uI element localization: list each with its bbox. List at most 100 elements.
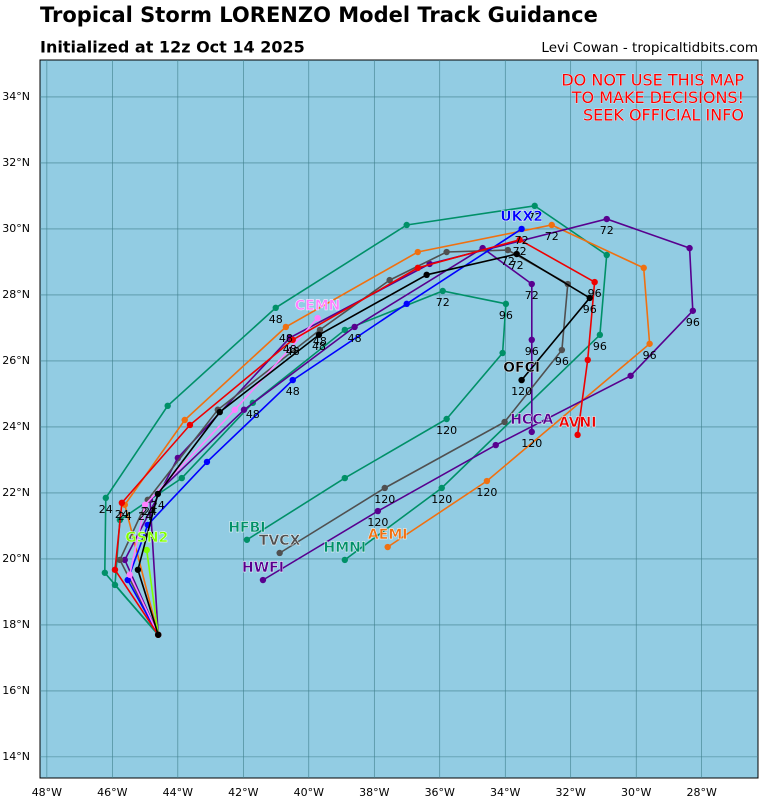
y-tick-label: 30°N [2, 222, 30, 235]
forecast-hour-label: 120 [436, 424, 457, 437]
track-point [504, 246, 512, 254]
model-name: CEMN [295, 298, 341, 314]
x-tick-label: 36°W [425, 786, 455, 799]
track-point [316, 326, 324, 334]
chart-subtitle: Initialized at 12z Oct 14 2025 [40, 38, 305, 57]
forecast-hour-label: 48 [313, 335, 327, 348]
track-point [640, 264, 647, 272]
track-point [124, 576, 131, 584]
track-point [531, 202, 538, 210]
track-point [381, 484, 388, 492]
forecast-hour-label: 96 [643, 349, 657, 362]
forecast-hour-label: 24 [141, 505, 155, 518]
forecast-hour-label: 48 [283, 343, 297, 356]
track-point [443, 415, 450, 423]
forecast-hour-label: 96 [555, 355, 569, 368]
track-point [548, 221, 555, 229]
track-line [123, 224, 651, 635]
y-tick-label: 32°N [2, 156, 30, 169]
track-point [154, 490, 162, 498]
x-tick-label: 48°W [32, 786, 62, 799]
y-tick-label: 26°N [2, 354, 30, 367]
x-tick-label: 34°W [490, 786, 520, 799]
warning-text: TO MAKE DECISIONS! [571, 88, 744, 107]
track-point [502, 300, 510, 308]
track-point [315, 331, 323, 339]
y-tick-label: 20°N [2, 552, 30, 565]
track-point [443, 248, 450, 256]
forecast-hour-label: 96 [583, 303, 597, 316]
track-point [259, 576, 267, 584]
track-point [518, 225, 525, 233]
forecast-hour-label: 120 [367, 516, 388, 529]
forecast-hour-label: 120 [374, 493, 395, 506]
track-point [403, 221, 410, 229]
y-tick-label: 22°N [2, 486, 30, 499]
track-point [111, 566, 119, 573]
labels: 48°W 46°W 44°W 42°W 40°W 38°W 36°W 34°W 32°W 30°W… [2, 70, 744, 799]
track-point [240, 406, 248, 413]
track-point [289, 336, 296, 344]
plot-area [39, 59, 759, 779]
track-point [689, 307, 697, 314]
track-point [603, 251, 610, 259]
track-point [423, 271, 430, 279]
track-point [646, 340, 653, 347]
forecast-hour-label: 24 [115, 508, 129, 521]
forecast-hour-label: 72 [515, 234, 529, 247]
track-point [141, 501, 149, 508]
track-point [102, 494, 110, 502]
forecast-hour-label: 72 [436, 296, 450, 309]
track-point [276, 549, 283, 557]
track-point [154, 631, 162, 638]
track-point [164, 402, 171, 410]
forecast-hour-label: 48 [246, 408, 260, 421]
track-line [114, 238, 596, 636]
forecast-hour-label: 96 [588, 287, 602, 300]
track-point [134, 566, 142, 573]
track-point [111, 581, 119, 589]
warning-text: DO NOT USE THIS MAP [561, 71, 744, 90]
track-point [203, 458, 211, 466]
track-point [686, 244, 693, 252]
x-tick-label: 44°W [163, 786, 193, 799]
forecast-hour-label: 96 [499, 309, 513, 322]
track-point [351, 323, 358, 331]
track-point [231, 406, 239, 413]
x-tick-label: 40°W [294, 786, 324, 799]
forecast-hour-label: 24 [151, 499, 165, 512]
forecast-hour-label: 120 [476, 486, 497, 499]
y-tick-label: 28°N [2, 288, 30, 301]
chart-title: Tropical Storm LORENZO Model Track Guida… [40, 3, 598, 27]
track-point [216, 408, 223, 416]
forecast-hour-label: 48 [269, 313, 283, 326]
track-point [558, 346, 566, 354]
forecast-hour-label: 48 [348, 332, 362, 345]
tracks [101, 202, 697, 638]
forecast-hour-label: 24 [99, 503, 113, 516]
model-name: HFBI [228, 520, 265, 536]
track-point [591, 278, 598, 286]
forecast-hour-label: 48 [312, 340, 326, 353]
track-point [403, 300, 410, 308]
forecast-hour-label: 72 [525, 289, 539, 302]
track-point [528, 280, 535, 288]
forecast-hour-label: 120 [511, 385, 532, 398]
x-tick-label: 32°W [556, 786, 586, 799]
forecast-hour-label: 96 [525, 345, 539, 358]
track-line [145, 549, 159, 635]
model-name: UKX2 [500, 209, 543, 225]
track-line [123, 218, 694, 636]
track-point [439, 287, 446, 295]
track-point [243, 536, 251, 543]
forecast-hour-label: 24 [143, 505, 157, 518]
track-point [272, 304, 279, 312]
track-point [116, 556, 124, 564]
model-name: GSN2 [125, 530, 168, 546]
track-point [282, 323, 290, 331]
forecast-hour-label: 72 [510, 259, 524, 272]
track-point [341, 474, 349, 482]
forecast-hour-label: 24 [138, 510, 152, 523]
track-point [596, 331, 604, 339]
